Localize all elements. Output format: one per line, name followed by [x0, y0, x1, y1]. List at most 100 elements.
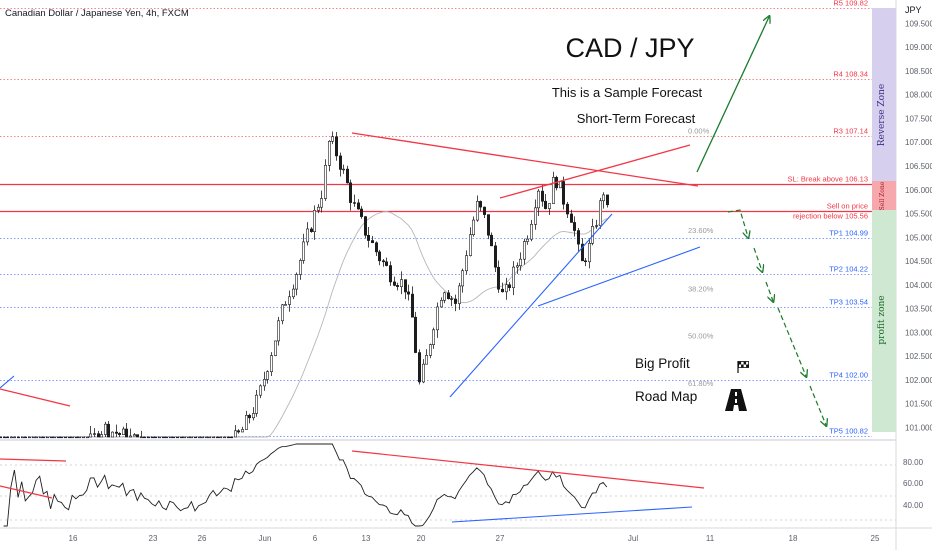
candle-body — [115, 431, 119, 434]
candle-body — [410, 293, 414, 318]
candle-body — [446, 292, 450, 299]
candle-body — [219, 436, 223, 439]
candle-body — [468, 234, 472, 256]
candle-body — [392, 281, 396, 286]
candle-body — [464, 255, 468, 272]
ascending-support-line — [449, 213, 613, 398]
candle-body — [172, 436, 176, 439]
candle-body — [500, 288, 504, 293]
time-tick: 13 — [362, 534, 371, 543]
candle-body — [587, 242, 591, 263]
candle-body — [305, 228, 309, 243]
candle-body — [486, 214, 490, 236]
time-tick: Jul — [628, 534, 638, 543]
time-tick: 27 — [496, 534, 505, 543]
candle-body — [147, 436, 151, 439]
candle-body — [345, 168, 349, 184]
price-tick: 105.500 — [905, 210, 932, 219]
levels-layer: R5 109.82 R4 108.34 R3 107.14 SL: Break abo… — [0, 0, 872, 437]
candle-body — [93, 433, 97, 435]
time-tick: 26 — [198, 534, 207, 543]
candle-body — [136, 434, 140, 438]
candle-body — [158, 436, 162, 439]
price-tick: 107.500 — [905, 114, 932, 123]
candle-body — [241, 429, 245, 433]
candle-body — [471, 219, 475, 235]
candle-body — [38, 436, 42, 439]
candle-body — [10, 436, 14, 439]
price-tick: 106.000 — [905, 186, 932, 195]
candle-body — [312, 210, 316, 232]
candle-body — [129, 435, 133, 438]
candle-body — [45, 436, 49, 439]
candle-body — [234, 430, 238, 438]
price-tick: 108.500 — [905, 67, 932, 76]
candle-body — [68, 436, 72, 439]
candle-body — [294, 274, 298, 290]
time-tick: 25 — [871, 534, 880, 543]
price-tick: 104.500 — [905, 257, 932, 266]
price-tick: 104.000 — [905, 281, 932, 290]
candle-body — [384, 261, 388, 266]
candle-body — [190, 436, 194, 439]
symbol-title: Canadian Dollar / Japanese Yen, 4h, FXCM — [5, 8, 189, 19]
candle-body — [489, 234, 493, 247]
candle-body — [525, 238, 529, 242]
candle-body — [41, 436, 45, 439]
candle-body — [496, 266, 500, 290]
candle-body — [449, 298, 453, 300]
rsi-tick: 80.00 — [903, 458, 924, 467]
price-tick: 106.500 — [905, 162, 932, 171]
candle-body — [31, 436, 35, 439]
candle-body — [406, 291, 410, 295]
rsi-axis: 80.00 60.00 40.00 — [903, 458, 924, 510]
rsi-line — [3, 443, 608, 527]
candle-body — [388, 265, 392, 283]
candle-body — [598, 200, 602, 226]
candle-body — [13, 436, 17, 439]
candle-body — [529, 224, 533, 240]
candle-body — [338, 155, 342, 170]
candle-body — [547, 203, 551, 209]
candle-body — [194, 436, 198, 439]
level-label: TP3 103.54 — [829, 298, 868, 307]
candle-body — [198, 436, 202, 439]
candle-body — [205, 436, 209, 439]
candle-body — [252, 413, 256, 419]
candle-body — [169, 436, 173, 439]
candle-body — [100, 434, 104, 438]
price-tick: 102.500 — [905, 352, 932, 361]
candle-body — [316, 206, 320, 211]
candle-body — [558, 181, 562, 189]
forecast-subtitle: This is a Sample Forecast — [552, 85, 703, 100]
level-label-secondary: rejection below 105.56 — [793, 212, 868, 221]
rsi-descending-line — [351, 450, 705, 489]
candle-body — [265, 371, 269, 380]
candle-body — [133, 434, 137, 437]
candle-body — [151, 436, 155, 439]
candle-body — [413, 316, 417, 353]
candle-body — [6, 436, 10, 439]
rising-support-line — [537, 246, 701, 307]
left-red-line — [0, 388, 71, 407]
time-tick: 23 — [149, 534, 158, 543]
candle-body — [565, 203, 569, 215]
fib-label: 0.00% — [688, 127, 710, 136]
candle-body — [370, 240, 374, 244]
time-axis: 16 23 26 Jun 6 13 20 27 Jul 11 18 25 — [69, 534, 880, 543]
trendlines-layer — [0, 132, 701, 407]
candle-body — [421, 363, 425, 383]
candle-body — [269, 355, 273, 372]
candle-body — [143, 436, 147, 439]
candle-body — [543, 200, 547, 209]
level-label: R4 108.34 — [833, 70, 868, 79]
level-label: SL: Break above 106.13 — [788, 175, 868, 184]
candle-body — [504, 284, 508, 293]
candle-body — [89, 433, 93, 438]
candle-body — [27, 436, 31, 439]
candle-body — [49, 436, 53, 439]
road-map-label: Road Map — [635, 389, 697, 404]
forecast-leg-5 — [809, 385, 826, 425]
candle-body — [605, 194, 609, 206]
